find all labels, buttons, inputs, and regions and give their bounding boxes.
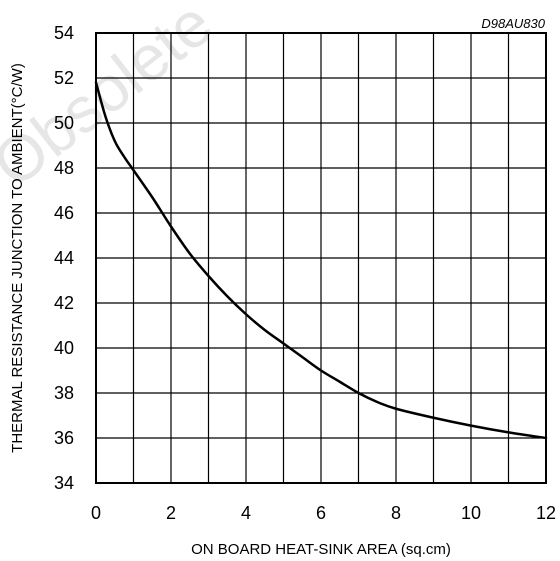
y-tick-label: 48 <box>54 158 74 178</box>
y-tick-label: 36 <box>54 428 74 448</box>
y-tick-label: 46 <box>54 203 74 223</box>
y-tick-label: 40 <box>54 338 74 358</box>
y-tick-label: 52 <box>54 68 74 88</box>
watermark: Obsolete <box>0 0 225 201</box>
plot-frame <box>95 32 547 484</box>
x-tick-label: 2 <box>166 503 176 523</box>
x-tick-label: 10 <box>461 503 481 523</box>
x-tick-label: 0 <box>91 503 101 523</box>
y-tick-label: 44 <box>54 248 74 268</box>
x-tick-label: 6 <box>316 503 326 523</box>
y-tick-label: 54 <box>54 23 74 43</box>
grid <box>95 32 547 484</box>
x-tick-label: 4 <box>241 503 251 523</box>
series-line <box>94 81 548 440</box>
y-tick-label: 42 <box>54 293 74 313</box>
y-axis-label: THERMAL RESISTANCE JUNCTION TO AMBIENT(°… <box>9 63 26 453</box>
y-tick-label: 50 <box>54 113 74 133</box>
y-tick-label: 34 <box>54 473 74 493</box>
y-tick-label: 38 <box>54 383 74 403</box>
x-tick-label: 12 <box>536 503 556 523</box>
x-axis-label: ON BOARD HEAT-SINK AREA (sq.cm) <box>191 541 451 558</box>
chart-code: D98AU830 <box>481 16 545 31</box>
x-tick-label: 8 <box>391 503 401 523</box>
